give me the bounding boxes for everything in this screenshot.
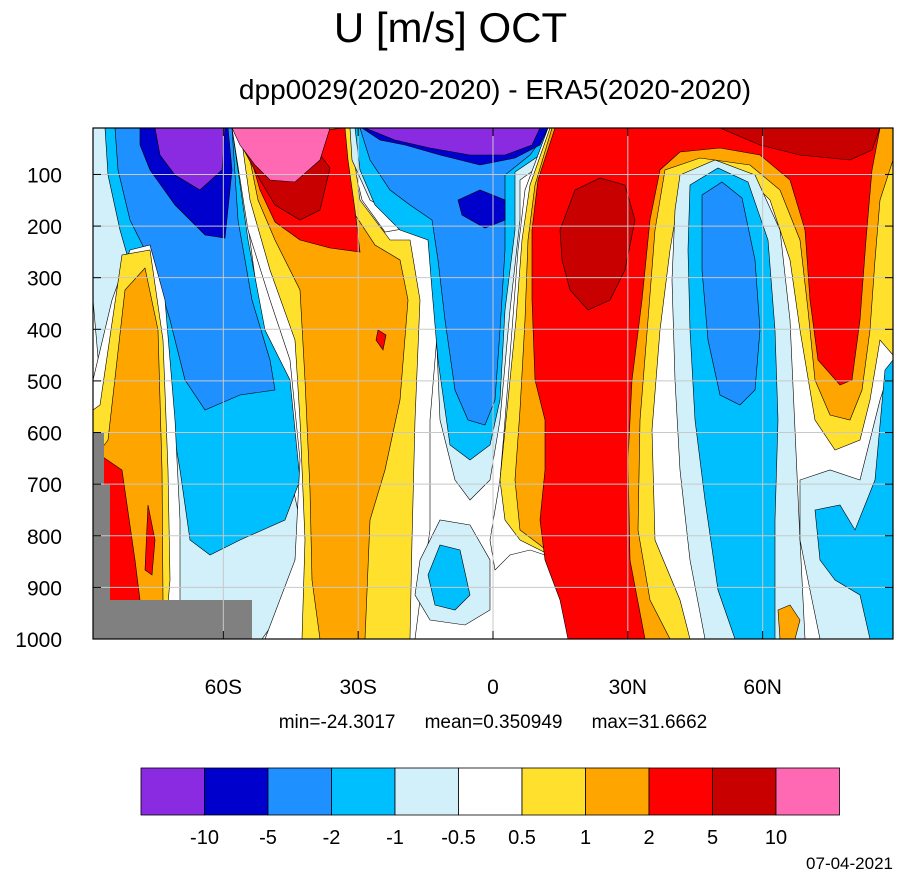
region-neg-2-north [701, 181, 761, 406]
region-pos-20-30s [231, 128, 331, 183]
y-tick-label: 900 [27, 577, 62, 600]
y-tick-label: 400 [27, 319, 62, 342]
region-pos-5-30s-dot [375, 329, 387, 351]
y-tick-label: 100 [27, 164, 62, 187]
colorbar-swatch [331, 767, 396, 816]
y-tick-label: 1000 [15, 629, 62, 652]
y-tick-label: 800 [27, 526, 62, 549]
chart-subtitle: dpp0029(2020-2020) - ERA5(2020-2020) [238, 74, 752, 105]
region-pos-2-north-dots [777, 604, 801, 639]
colorbar-label: 5 [707, 827, 718, 849]
colorbar-swatch [140, 767, 205, 816]
x-tick-label: 60S [205, 676, 242, 699]
colorbar-swatch [204, 767, 269, 816]
contour-fields [93, 128, 893, 639]
y-tick-label: 200 [27, 216, 62, 239]
date-label: 07-04-2021 [806, 854, 893, 873]
colorbar-label: 10 [765, 827, 787, 849]
colorbar-swatch [521, 767, 586, 816]
colorbar-label: -2 [323, 827, 341, 849]
y-axis: 100 200 300 400 500 600 700 800 900 1000 [15, 164, 893, 652]
y-tick-label: 600 [27, 423, 62, 446]
colorbar: -10 -5 -2 -1 -0.5 0.5 1 2 5 10 [140, 767, 840, 849]
region-neg-1-north-low [814, 359, 893, 639]
y-tick-label: 700 [27, 474, 62, 497]
colorbar-label: 0.5 [508, 827, 536, 849]
x-tick-label: 30S [339, 676, 376, 699]
chart-title: U [m/s] OCT [333, 4, 568, 51]
y-tick-label: 500 [27, 371, 62, 394]
grid-lines [93, 128, 893, 639]
colorbar-label: -0.5 [441, 827, 475, 849]
region-pos-2-30s [247, 128, 409, 639]
stats-line: min=-24.3017 mean=0.350949 max=31.6662 [93, 712, 893, 734]
region-neg-1-eq-low [427, 544, 471, 611]
stat-mean: mean=0.350949 [424, 712, 563, 733]
region-pos-10-north-b [719, 128, 881, 161]
colorbar-label: -10 [190, 827, 219, 849]
stat-min: min=-24.3017 [278, 712, 396, 733]
region-neg-2-south [114, 128, 276, 411]
colorbar-swatch [775, 767, 840, 816]
x-tick-label: 30N [609, 676, 648, 699]
topography-mask [93, 432, 252, 639]
colorbar-swatch [648, 767, 713, 816]
colorbar-label: -5 [259, 827, 277, 849]
colorbar-label: 1 [580, 827, 591, 849]
x-tick-label: 60N [743, 676, 782, 699]
colorbar-swatch [712, 767, 777, 816]
colorbar-swatch [267, 767, 332, 816]
region-pos-10-north-a [559, 177, 636, 311]
colorbar-swatch [394, 767, 459, 816]
region-pos-5-75s-b [144, 504, 156, 576]
stat-max: max=31.6662 [591, 712, 708, 733]
x-axis: 60S 30S 0 30N 60N [205, 128, 782, 699]
colorbar-label: -1 [386, 827, 404, 849]
x-tick-label: 0 [487, 676, 499, 699]
y-tick-label: 300 [27, 268, 62, 291]
colorbar-swatch [458, 767, 523, 816]
region-neg-10-eq [364, 128, 541, 156]
colorbar-swatch [585, 767, 650, 816]
colorbar-label: 2 [643, 827, 654, 849]
